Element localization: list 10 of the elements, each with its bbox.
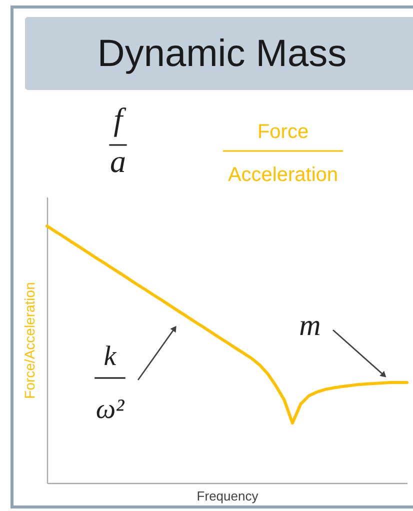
chart-title: Dynamic Mass — [97, 33, 347, 75]
y-axis-title: Force/Acceleration — [22, 282, 38, 399]
text: f — [114, 101, 127, 137]
annotation: m — [299, 309, 321, 342]
annotation: ω² — [96, 394, 125, 425]
annotation: k — [104, 341, 117, 372]
text: Acceleration — [228, 164, 338, 186]
text: a — [110, 143, 126, 179]
text: Force — [257, 121, 309, 143]
x-axis-title: Frequency — [196, 488, 259, 504]
